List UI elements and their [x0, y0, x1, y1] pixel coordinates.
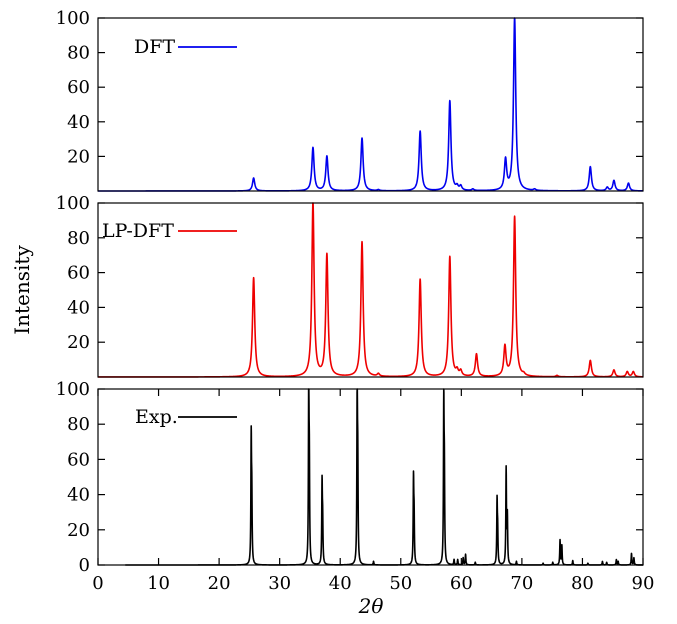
y-axis-title: Intensity: [10, 245, 34, 335]
series-line-bottom: [124, 388, 644, 566]
y-tick-label-middle-40: 40: [67, 297, 90, 318]
x-tick-label-80: 80: [571, 573, 594, 594]
y-tick-label-middle-60: 60: [67, 263, 90, 284]
legend-label-bottom: Exp.: [135, 406, 178, 428]
y-tick-label-top-60: 60: [67, 77, 90, 98]
x-tick-label-60: 60: [450, 573, 473, 594]
x-tick-label-70: 70: [510, 573, 533, 594]
y-tick-label-middle-20: 20: [67, 332, 90, 353]
panel-middle: 20 40 60 80 100 LP-DFT: [56, 193, 644, 378]
x-tick-label-40: 40: [329, 573, 352, 594]
y-tick-label-bottom-60: 60: [67, 449, 90, 470]
y-tick-label-bottom-20: 20: [67, 520, 90, 541]
x-tick-label-90: 90: [632, 573, 655, 594]
panel-top: 20 40 60 80 100 DFT: [56, 8, 644, 192]
y-tick-label-top-40: 40: [67, 112, 90, 133]
x-tick-label-20: 20: [208, 573, 231, 594]
series-line-middle: [97, 202, 644, 378]
x-axis-title: 2θ: [358, 594, 384, 618]
plot-frame-bottom: [97, 388, 644, 566]
y-tick-label-bottom-0: 0: [79, 555, 90, 576]
legend-label-top: DFT: [134, 36, 175, 58]
series-line-top: [97, 17, 644, 192]
y-tick-label-bottom-100: 100: [56, 379, 90, 400]
y-tick-label-top-20: 20: [67, 146, 90, 167]
y-tick-label-bottom-80: 80: [67, 414, 90, 435]
x-tick-label-10: 10: [147, 573, 170, 594]
y-tick-label-middle-80: 80: [67, 228, 90, 249]
x-tick-label-50: 50: [389, 573, 412, 594]
plot-frame-middle: [97, 202, 644, 378]
panels: 20406080100DFT20406080100LP-DFT020406080…: [56, 8, 655, 594]
x-tick-label-30: 30: [268, 573, 291, 594]
plot-frame-top: [97, 17, 644, 192]
y-tick-label-middle-100: 100: [56, 193, 90, 214]
x-tick-label-0: 0: [92, 573, 103, 594]
y-tick-label-top-80: 80: [67, 43, 90, 64]
y-tick-label-top-100: 100: [56, 8, 90, 29]
panel-bottom: 0 20 40 60 80 100 0 10 20 30 40 50 60 70 80 90 Exp.: [56, 379, 655, 594]
y-tick-label-bottom-40: 40: [67, 485, 90, 506]
legend-label-middle: LP-DFT: [102, 220, 174, 242]
